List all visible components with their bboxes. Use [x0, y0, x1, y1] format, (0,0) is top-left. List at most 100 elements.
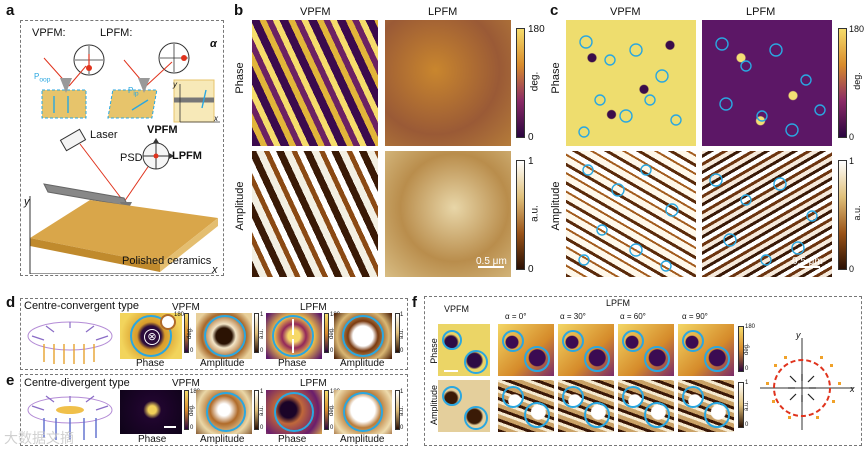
axis-x-small: x — [214, 114, 218, 123]
e-cb1 — [184, 390, 189, 430]
f-scale-bar — [444, 370, 458, 372]
e-cb1-max: 180 — [190, 389, 201, 395]
b-phase-max: 180 — [528, 24, 545, 35]
e-amplitude2-caption: Amplitude — [340, 434, 385, 445]
b-amp-max: 1 — [528, 156, 534, 167]
e-cb1-min: 0 — [190, 425, 194, 431]
panel-a-frame — [20, 20, 224, 276]
vpfm-bold-label: VPFM — [147, 124, 178, 136]
f-vpfm-label: VPFM — [444, 304, 470, 314]
f-ring — [622, 386, 644, 408]
e-lpfm-label: LPFM — [300, 378, 327, 389]
e-lpfm-phase-img — [266, 390, 322, 434]
panel-f-frame — [424, 296, 862, 446]
panel-a-vpfm-label: VPFM: — [32, 27, 66, 39]
panel-a-lpfm-label: LPFM: — [100, 27, 133, 39]
d-into-page-icon: ⊗ — [144, 329, 160, 345]
f-lpfm-label: LPFM — [606, 298, 631, 308]
d-cb4-min: 0 — [400, 348, 404, 354]
f-axis-y: y — [796, 330, 801, 340]
d-phase-caption: Phase — [136, 358, 165, 369]
panel-d-frame — [20, 298, 408, 370]
b-phase-unit: deg. — [529, 71, 541, 92]
panel-b-col-lpfm: LPFM — [428, 6, 458, 18]
e-cb4 — [395, 390, 400, 430]
c-amp-colorbar — [838, 160, 847, 270]
panel-c-col-lpfm: LPFM — [746, 6, 776, 18]
c-lpfm-amplitude-map — [702, 151, 832, 277]
axis-y-small: y — [173, 80, 177, 89]
b-scale-bar — [478, 266, 504, 268]
e-cb2-max: 1 — [260, 389, 264, 395]
e-cb4-unit: a.u. — [399, 405, 405, 416]
e-vpfm-amp-ring — [206, 392, 246, 432]
b-phase-colorbar — [516, 28, 525, 138]
psd-label: PSD — [120, 152, 143, 164]
e-phase-caption: Phase — [138, 434, 167, 445]
panel-a-schematic-bottom — [29, 128, 218, 274]
f-ring — [682, 330, 704, 352]
d-amplitude-caption: Amplitude — [200, 358, 245, 369]
f-ring — [562, 330, 584, 352]
d-vpfm-label: VPFM — [172, 302, 200, 313]
d-vpfm-amp-ring — [204, 315, 246, 357]
panel-a-schematic-top — [41, 42, 220, 123]
c-phase-unit: deg. — [852, 72, 862, 90]
panel-e-label: e — [6, 372, 15, 389]
panel-c-label: c — [550, 2, 559, 19]
f-angle-60: α = 60° — [620, 312, 646, 321]
b-vpfm-amplitude-map — [252, 151, 378, 277]
f-ring — [682, 386, 704, 408]
f-angle-30: α = 30° — [560, 312, 586, 321]
f-alpha90-phase-img — [678, 324, 734, 376]
e-cb2 — [254, 390, 259, 430]
panel-c-row-amplitude: Amplitude — [550, 181, 562, 231]
sample-label: Polished ceramics — [122, 255, 212, 267]
d-convergent-schematic — [27, 321, 113, 364]
lpfm-bold-label: LPFM — [172, 150, 202, 162]
b-amp-unit: a.u. — [529, 205, 541, 222]
panel-b-col-vpfm: VPFM — [300, 6, 331, 18]
f-ring — [644, 346, 670, 372]
d-cb4-max: 1 — [400, 312, 404, 318]
d-cb3 — [324, 313, 329, 353]
d-cb3-min: 0 — [330, 348, 334, 354]
b-lpfm-amplitude-map — [385, 151, 511, 277]
f-alpha0-amp-img — [498, 380, 554, 432]
f-alpha30-phase-img — [558, 324, 614, 376]
d-cb1-unit: deg. — [187, 327, 193, 339]
f-cb2 — [738, 382, 744, 428]
f-alpha60-amp-img — [618, 380, 674, 432]
panel-d-label: d — [6, 294, 16, 311]
d-cb1-max: 180 — [174, 312, 185, 318]
f-ring — [622, 330, 644, 352]
axis-y-large: y — [24, 196, 30, 208]
c-amp-max: 1 — [849, 156, 855, 166]
d-cb2-min: 0 — [260, 348, 264, 354]
d-out-of-page-icon — [160, 314, 176, 330]
p-ip-label: Pip — [128, 86, 139, 98]
d-lpfm-label: LPFM — [300, 302, 327, 313]
b-phase-min: 0 — [528, 132, 534, 143]
panel-e-title: Centre-divergent type — [24, 377, 130, 389]
f-vpfm-phase-ring-1 — [442, 330, 462, 350]
panel-b-row-amplitude: Amplitude — [234, 181, 246, 231]
f-ring — [704, 346, 730, 372]
d-cb1 — [184, 313, 189, 353]
f-alpha60-phase-img — [618, 324, 674, 376]
f-cb1-min: 0 — [745, 366, 749, 372]
e-lpfm-amp-ring — [343, 392, 383, 432]
e-lpfm-amp-img — [334, 390, 392, 434]
b-amp-min: 0 — [528, 264, 534, 275]
alpha-label: α — [210, 38, 217, 50]
panel-c-col-vpfm: VPFM — [610, 6, 641, 18]
c-domain-rings — [578, 35, 826, 272]
f-ring — [524, 346, 550, 372]
panel-b-label: b — [234, 2, 244, 19]
c-phase-min: 0 — [849, 132, 855, 142]
e-vpfm-phase-img — [120, 390, 182, 434]
laser-label: Laser — [90, 129, 118, 141]
f-ring — [584, 346, 610, 372]
d-phase2-caption: Phase — [278, 358, 307, 369]
e-lpfm-phase-ring — [274, 392, 314, 432]
